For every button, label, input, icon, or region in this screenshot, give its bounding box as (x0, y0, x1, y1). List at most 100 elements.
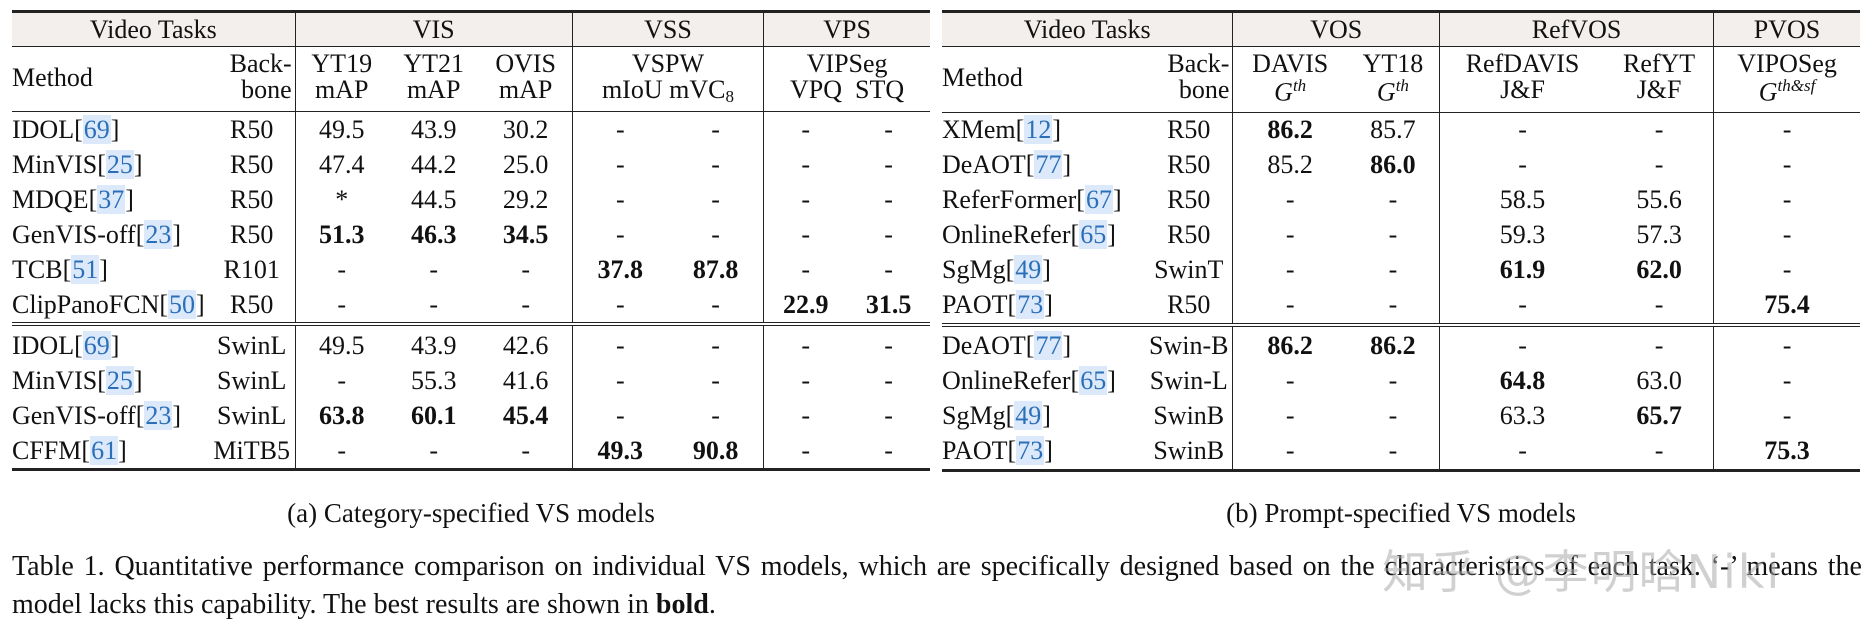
value-cell: 86.0 (1370, 150, 1416, 180)
video-tasks-header: Video Tasks (942, 10, 1233, 47)
value-cell: 75.3 (1713, 433, 1860, 472)
citation-link[interactable]: 23 (144, 219, 173, 249)
citation-link[interactable]: 49 (1014, 255, 1043, 285)
method-cell: TCB[51] (12, 254, 108, 284)
citation-link[interactable]: 49 (1014, 401, 1043, 431)
method-header: Method (12, 46, 209, 112)
table-row: PAOT[73] SwinB - - - -75.3 (942, 433, 1860, 472)
citation-link[interactable]: 69 (82, 114, 111, 144)
backbone-cell: R50 (230, 114, 274, 144)
value-cell: - (1605, 433, 1714, 472)
backbone-cell: SwinL (208, 322, 296, 363)
table-category-specified: Video Tasks VIS VSS VPS Method Back-bone… (12, 10, 930, 471)
value-cell: - (429, 289, 439, 319)
value-cell: 34.5 (502, 219, 549, 249)
value-cell: 86.2 (1232, 322, 1347, 364)
table-row: MinVIS[25] SwinL -55.3 41.6- - - - (12, 363, 930, 398)
table-row: OnlineRefer[65] Swin-L - -64.8 63.0- (942, 363, 1860, 399)
method-cell: PAOT[73] (942, 433, 1145, 472)
citation-link[interactable]: 51 (71, 254, 100, 284)
value-cell: - (387, 433, 480, 471)
value-cell: 41.6 (502, 365, 549, 395)
citation-link[interactable]: 12 (1024, 115, 1053, 145)
value-cell: - (521, 289, 530, 319)
backbone-cell: R50 (230, 149, 274, 179)
value-cell: - (571, 111, 668, 147)
method-name: OnlineRefer (942, 366, 1071, 396)
value-cell: - (1438, 433, 1606, 472)
group-header-row: Video Tasks VIS VSS VPS (12, 10, 930, 47)
value-cell: - (1654, 115, 1664, 145)
vspw-header: VSPW mIoU mVC8 (571, 46, 764, 112)
vis-group-header: VIS (294, 10, 573, 47)
value-cell: - (1388, 401, 1398, 431)
method-cell: CFFM[61] (12, 433, 209, 471)
table-row: TCB[51] R101- - -37.8 87.8- - (12, 252, 930, 287)
value-cell: 64.8 (1438, 363, 1606, 399)
sub-header-row: Method Back-bone DAVIS Gth YT18 Gth RefDAV… (942, 46, 1860, 113)
method-name: MinVIS (12, 365, 98, 395)
value-cell: - (294, 252, 388, 287)
value-cell: - (884, 254, 893, 284)
value-cell: - (1232, 398, 1347, 434)
citation-link[interactable]: 61 (90, 435, 119, 465)
value-cell: 63.0 (1636, 366, 1682, 396)
value-cell: - (884, 114, 893, 144)
value-cell: - (847, 433, 930, 471)
citation-link[interactable]: 73 (1016, 290, 1045, 320)
table-row: MinVIS[25] R50 47.4 44.2 25.0- - - - (12, 147, 930, 182)
citation-link[interactable]: 37 (97, 184, 126, 214)
value-cell: 43.9 (410, 114, 457, 144)
value-cell: - (1346, 433, 1440, 472)
value-cell: - (571, 147, 668, 182)
value-cell: 30.2 (502, 114, 549, 144)
backbone-cell: Swin-B (1145, 322, 1233, 364)
value-cell: - (847, 322, 930, 363)
subcaption-a: (a) Category-specified VS models (287, 498, 655, 528)
method-cell: MDQE[37] (12, 184, 134, 214)
method-cell: DeAOT[77] (942, 150, 1072, 180)
backbone-cell: R50 (230, 289, 274, 319)
citation-link[interactable]: 65 (1079, 366, 1108, 396)
method-cell: SgMg[49] (942, 255, 1051, 285)
method-name: PAOT (942, 290, 1008, 320)
video-tasks-header: Video Tasks (12, 10, 296, 47)
citation-link[interactable]: 65 (1079, 220, 1108, 250)
value-cell: 87.8 (692, 254, 739, 284)
value-cell: 75.4 (1713, 287, 1860, 325)
refyt-header: RefYT J&F (1605, 46, 1714, 113)
citation-link[interactable]: 67 (1084, 185, 1113, 215)
value-cell: - (1388, 366, 1398, 396)
value-cell: - (1232, 363, 1347, 399)
value-cell: 86.2 (1232, 112, 1347, 148)
vss-group-header: VSS (571, 10, 764, 47)
value-cell: - (571, 287, 668, 324)
citation-link[interactable]: 77 (1034, 150, 1063, 180)
yt21-header: YT21 mAP (387, 46, 480, 112)
citation-link[interactable]: 73 (1016, 436, 1045, 466)
value-cell: - (763, 322, 848, 363)
method-cell: MinVIS[25] (12, 149, 143, 179)
citation-link[interactable]: 50 (168, 289, 197, 319)
value-cell: - (1438, 147, 1606, 183)
citation-link[interactable]: 25 (105, 149, 134, 179)
value-cell: - (763, 111, 848, 147)
caption-suffix: . (708, 589, 716, 620)
value-cell: - (521, 254, 530, 284)
method-name: MDQE (12, 184, 89, 214)
value-cell: 49.5 (294, 322, 388, 363)
citation-link[interactable]: 23 (144, 400, 173, 430)
value-cell: - (884, 219, 893, 249)
backbone-cell: R50 (1167, 185, 1211, 215)
method-cell: DeAOT[77] (942, 322, 1145, 364)
citation-link[interactable]: 69 (82, 330, 111, 360)
citation-link[interactable]: 77 (1034, 331, 1063, 361)
backbone-cell: R50 (1167, 220, 1211, 250)
table-row: GenVIS-off[23] R50 51.3 46.3 34.5- - - - (12, 217, 930, 252)
results-table-b: Video Tasks VOS RefVOS PVOS Method Back-… (942, 10, 1860, 472)
value-cell: 55.3 (410, 365, 457, 395)
backbone-cell: R50 (1167, 115, 1211, 145)
citation-link[interactable]: 25 (105, 365, 134, 395)
value-cell: - (711, 219, 720, 249)
